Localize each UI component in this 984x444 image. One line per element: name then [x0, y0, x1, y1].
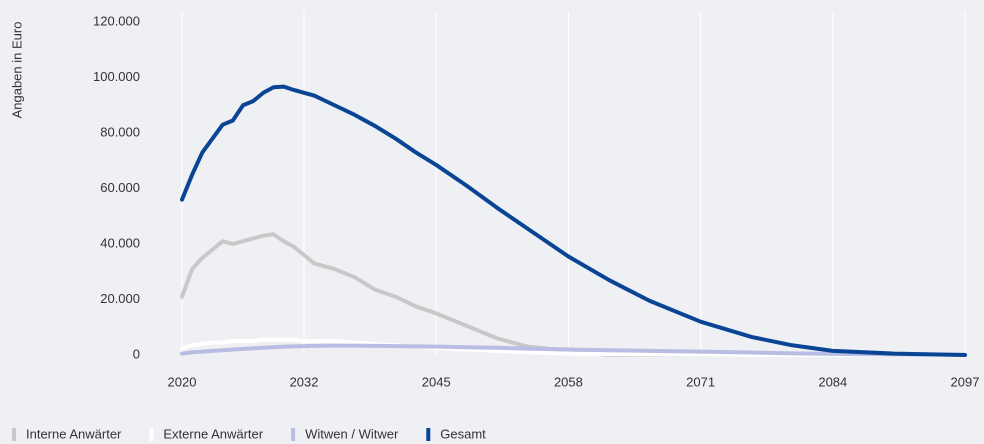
legend-label: Externe Anwärter: [163, 426, 263, 441]
legend-swatch: [291, 428, 296, 441]
legend-swatch: [426, 428, 431, 441]
x-tick-label: 2045: [422, 374, 451, 389]
y-axis-label: Angaben in Euro: [9, 22, 24, 119]
line: [180, 232, 967, 357]
y-tick-label: 0: [133, 346, 140, 361]
legend-label: Gesamt: [440, 426, 486, 441]
y-tick-label: 20.000: [100, 291, 140, 306]
legend-swatch: [149, 428, 154, 441]
x-tick-label: 2071: [686, 374, 715, 389]
legend-label: Interne Anwärter: [26, 426, 122, 441]
line: [180, 84, 967, 357]
line: [180, 337, 967, 357]
x-tick-label: 2058: [554, 374, 583, 389]
y-tick-label: 100.000: [93, 69, 140, 84]
y-tick-label: 40.000: [100, 235, 140, 250]
x-tick-label: 2084: [818, 374, 847, 389]
x-tick-label: 2032: [290, 374, 319, 389]
legend-swatch: [12, 428, 16, 441]
x-tick-label: 2020: [168, 374, 197, 389]
line: [180, 343, 967, 357]
y-tick-label: 80.000: [100, 124, 140, 139]
legend-label: Witwen / Witwer: [305, 426, 399, 441]
y-tick-label: 60.000: [100, 180, 140, 195]
x-tick-label: 2097: [951, 374, 980, 389]
y-tick-label: 120.000: [93, 13, 140, 28]
